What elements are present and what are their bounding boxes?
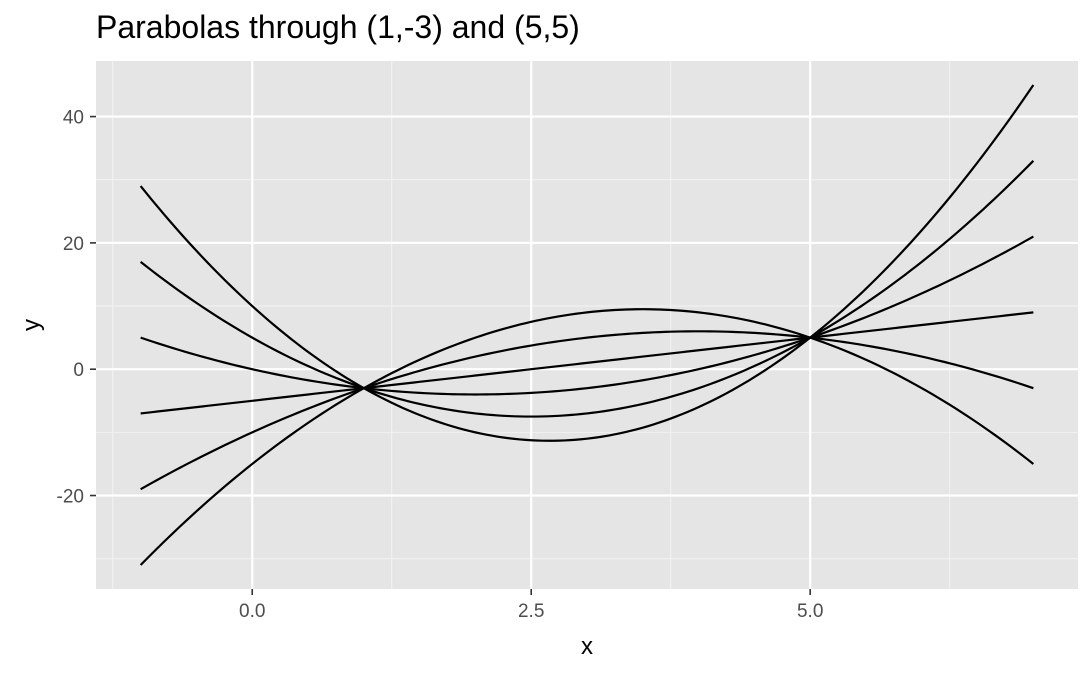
- y-tick-label: 40: [63, 108, 84, 129]
- x-axis-ticks: 0.0 2.5 5.0: [239, 589, 823, 622]
- y-tick-label: 20: [63, 234, 84, 255]
- series-line-4: [140, 311, 1034, 415]
- y-tick-label: 0: [73, 360, 84, 381]
- major-gridlines: [96, 61, 1078, 589]
- series-layer: [139, 84, 1035, 566]
- series-line-2: [139, 160, 1035, 418]
- y-axis-ticks: -20 0 20 40: [57, 108, 96, 508]
- y-axis-title: y: [18, 319, 45, 331]
- series-line-6: [139, 308, 1035, 566]
- minor-gridlines: [96, 61, 1078, 589]
- series-line-1: [139, 84, 1035, 442]
- series-line-3: [140, 235, 1034, 396]
- x-tick-label: 0.0: [239, 601, 265, 622]
- chart-title: Parabolas through (1,-3) and (5,5): [96, 9, 580, 45]
- series-line-5: [140, 330, 1034, 491]
- y-tick-label: -20: [57, 487, 84, 508]
- x-tick-label: 2.5: [518, 601, 544, 622]
- x-tick-label: 5.0: [797, 601, 823, 622]
- x-axis-title: x: [581, 633, 593, 660]
